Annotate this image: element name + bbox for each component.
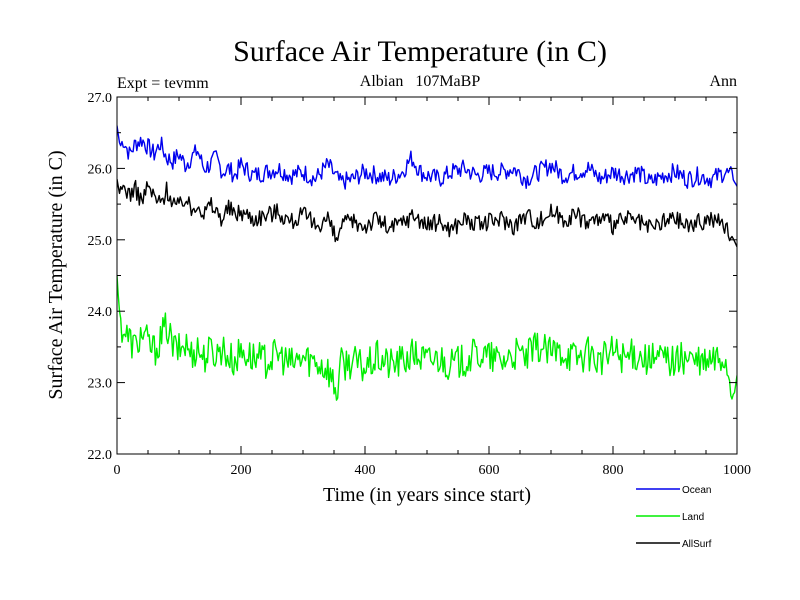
chart-title: Surface Air Temperature (in C) — [233, 35, 607, 68]
x-tick-label: 800 — [603, 463, 624, 478]
experiment-label: Expt = tevmm — [117, 75, 209, 92]
season-label: Ann — [709, 73, 737, 90]
x-tick-label: 0 — [114, 463, 121, 478]
legend-label-land: Land — [682, 512, 704, 523]
y-tick-label: 27.0 — [88, 91, 113, 106]
x-axis-label: Time (in years since start) — [323, 484, 531, 506]
y-tick-label: 26.0 — [88, 162, 113, 177]
series-line-land — [117, 275, 737, 401]
period-label: Albian 107MaBP — [360, 73, 481, 90]
y-tick-label: 23.0 — [88, 377, 113, 392]
x-tick-label: 200 — [231, 463, 252, 478]
y-axis-label: Surface Air Temperature (in C) — [45, 150, 67, 399]
y-tick-label: 25.0 — [88, 234, 113, 249]
x-axis: 0 200 400 600 800 1000 — [114, 97, 751, 478]
y-tick-label: 22.0 — [88, 448, 113, 463]
x-tick-label: 400 — [355, 463, 376, 478]
legend-label-allsurf: AllSurf — [682, 539, 712, 550]
x-tick-label: 1000 — [723, 463, 751, 478]
y-tick-label: 24.0 — [88, 305, 113, 320]
legend: Ocean Land AllSurf — [636, 485, 712, 550]
y-axis: 22.0 23.0 24.0 25.0 26.0 27.0 — [88, 91, 737, 463]
plot-area — [117, 125, 737, 401]
legend-label-ocean: Ocean — [682, 485, 711, 496]
series-line-ocean — [117, 125, 737, 190]
x-tick-label: 600 — [479, 463, 500, 478]
plot-frame — [116, 96, 738, 455]
series-line-allsurf — [117, 178, 737, 248]
